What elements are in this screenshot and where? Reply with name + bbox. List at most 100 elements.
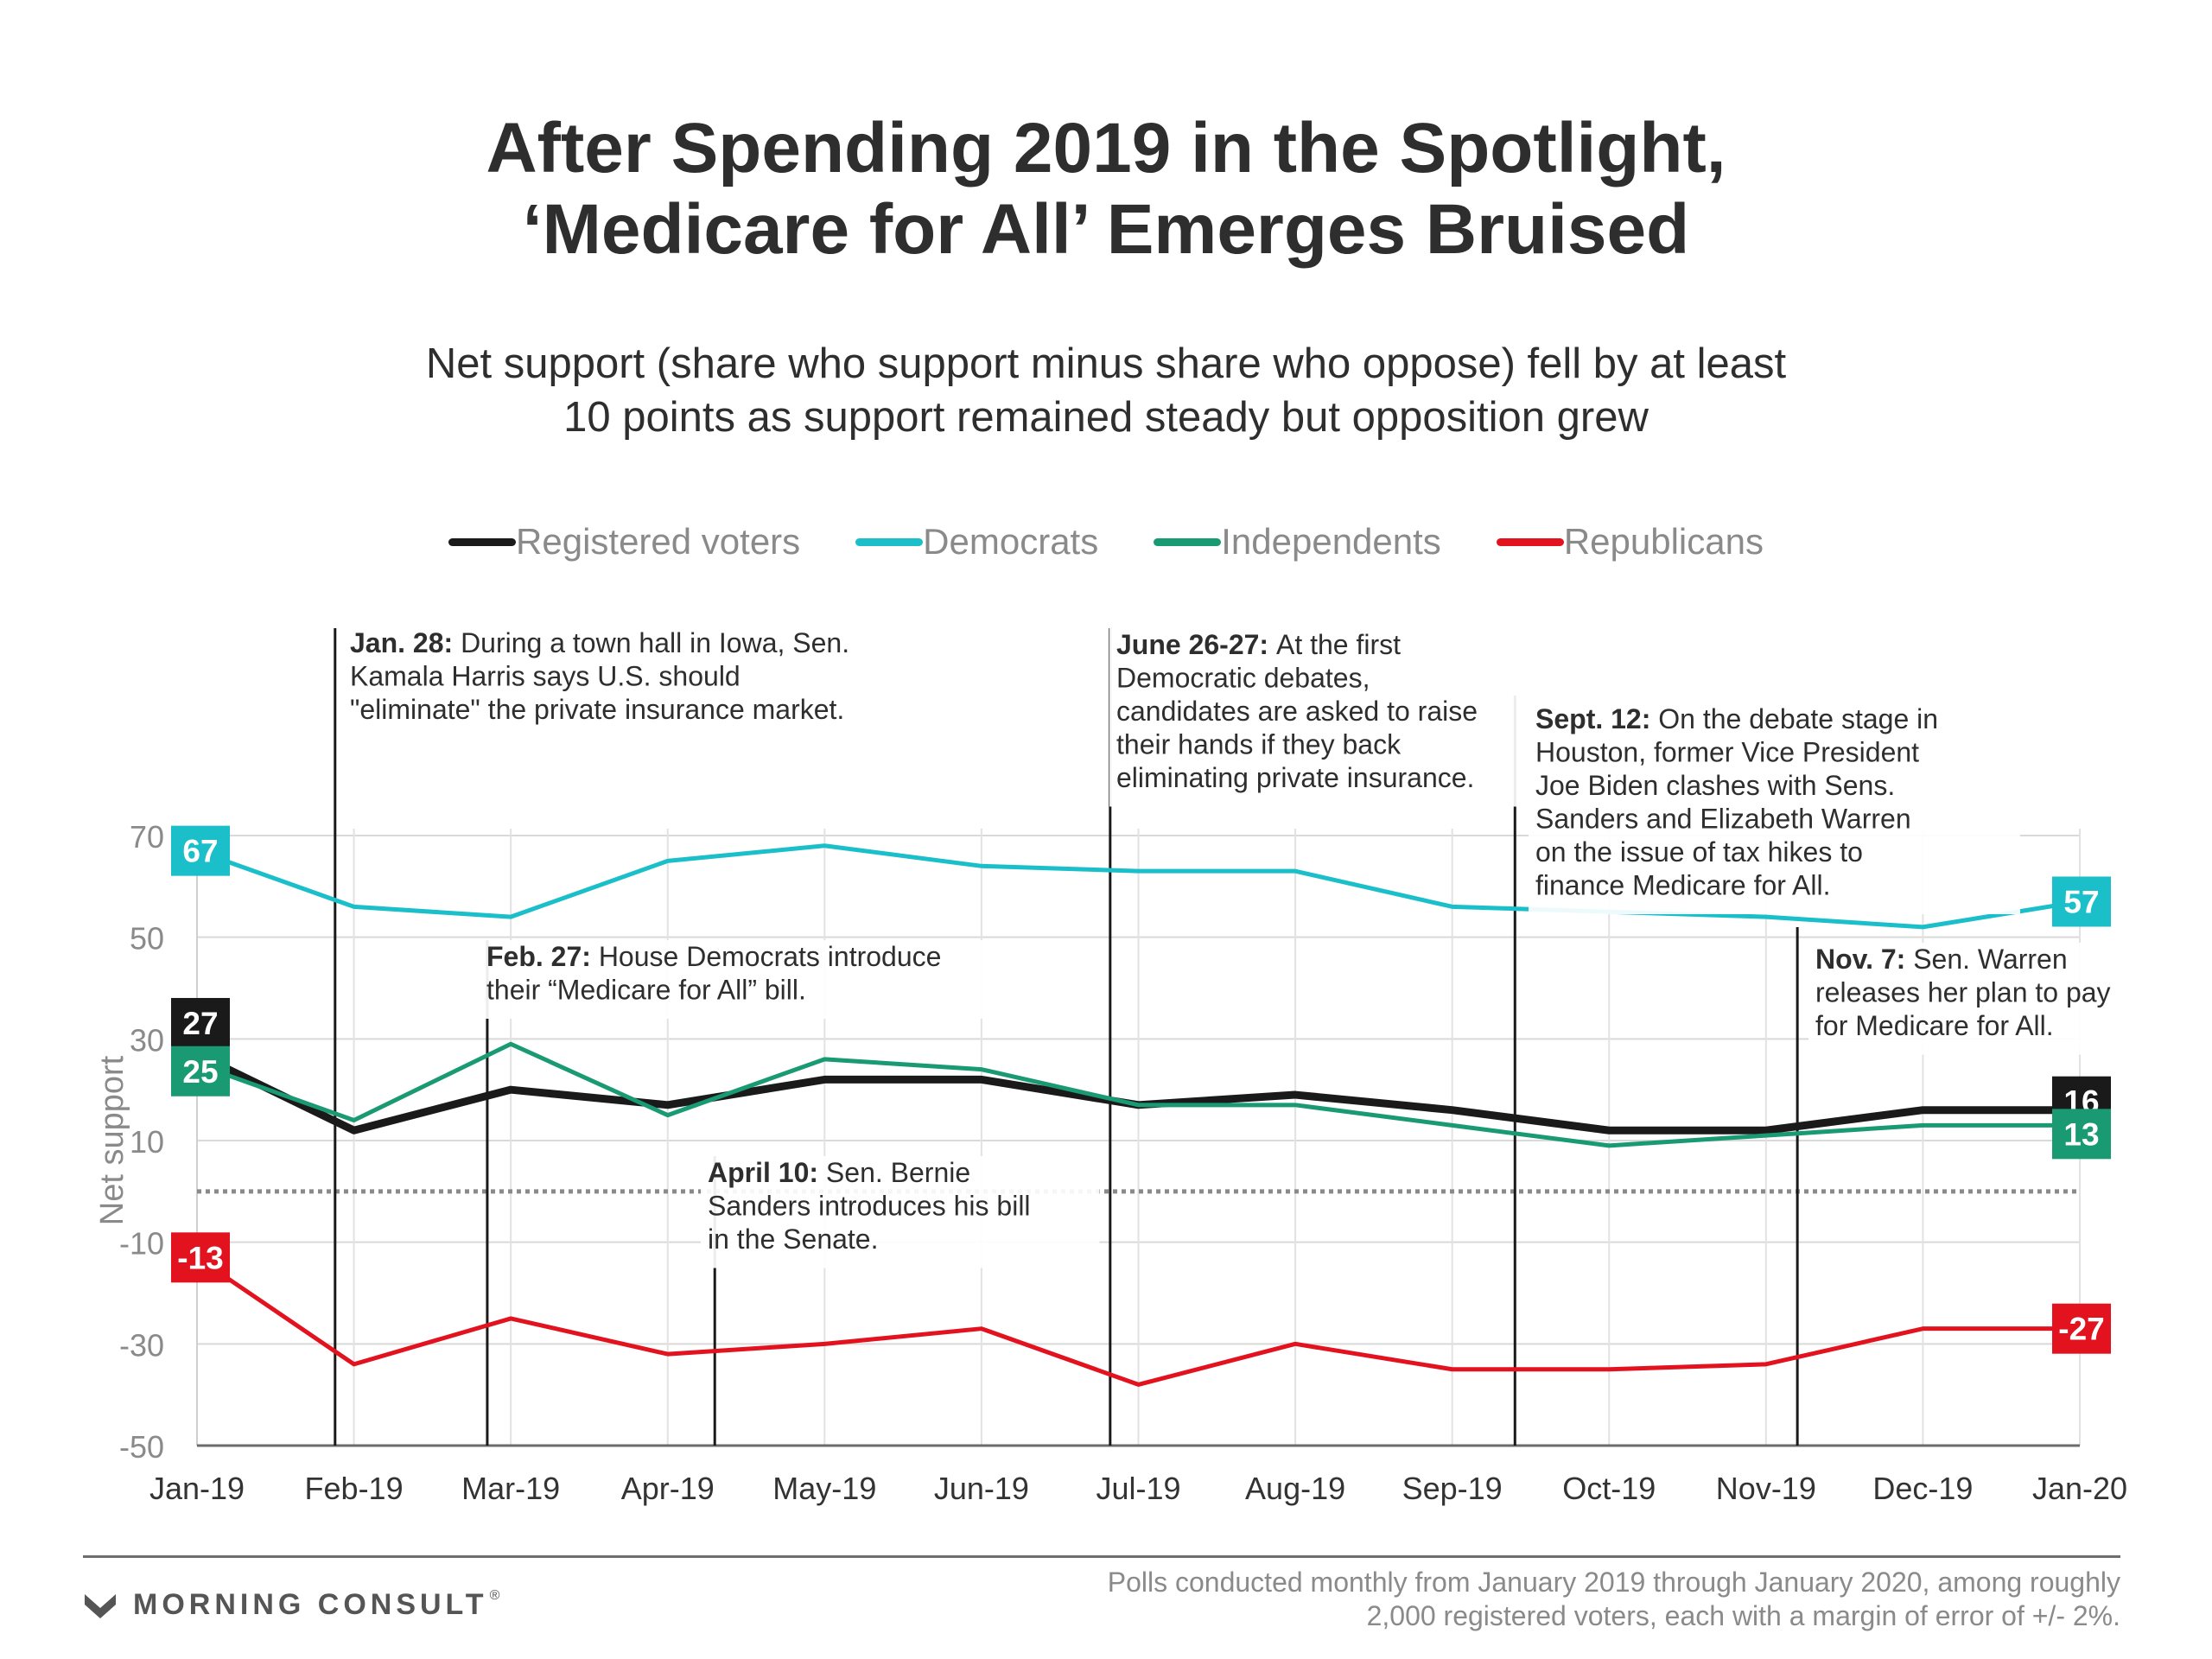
annotation-text: Feb. 27: House Democrats introduce their …	[486, 941, 941, 1006]
x-tick-label: May-19	[772, 1471, 876, 1506]
legend-swatch	[1154, 537, 1222, 546]
legend-item-0: Registered voters	[448, 521, 800, 563]
start-value-label-box	[171, 1046, 230, 1096]
annotation-text: June 26-27: At the first Democratic debat…	[1116, 629, 1478, 793]
end-value-label-box	[2052, 876, 2111, 927]
annotation-line: Joe Biden clashes with Sens.	[1535, 770, 1895, 801]
annotation-description: House Democrats introduce	[599, 941, 942, 972]
annotation-date: Nov. 7:	[1815, 944, 1913, 975]
annotation-date: April 10:	[708, 1157, 826, 1188]
x-tick-label: Jun-19	[934, 1471, 1029, 1506]
annotation-description: During a town hall in Iowa, Sen.	[461, 627, 849, 658]
annotation-line: Sanders introduces his bill	[708, 1191, 1031, 1222]
annotation-line: candidates are asked to raise	[1116, 696, 1478, 727]
start-value-label-box	[171, 825, 230, 876]
chart-title: After Spending 2019 in the Spotlight, ‘M…	[0, 108, 2212, 270]
end-value-label-box	[2052, 1303, 2111, 1354]
annotation-backdrop	[1529, 702, 2020, 914]
brand-registered-mark: ®	[489, 1588, 500, 1603]
y-tick-label: 50	[130, 921, 164, 957]
annotation-line: Jan. 28: During a town hall in Iowa, Sen…	[350, 627, 849, 658]
legend-swatch	[1496, 537, 1564, 546]
annotation-text: Sept. 12: On the debate stage in Houston,…	[1535, 703, 1938, 901]
annotation-line: Feb. 27: House Democrats introduce	[486, 941, 941, 972]
annotation-line: for Medicare for All.	[1815, 1010, 2054, 1041]
annotation-description: Sen. Bernie	[826, 1157, 970, 1188]
x-tick-label: Feb-19	[305, 1471, 404, 1506]
annotation-line: their “Medicare for All” bill.	[486, 975, 806, 1006]
end-value-label: 57	[2063, 884, 2099, 919]
chart-title-line-2: ‘Medicare for All’ Emerges Bruised	[522, 190, 1690, 269]
legend-label: Democrats	[923, 521, 1099, 562]
legend-swatch	[855, 537, 924, 546]
annotation-line: April 10: Sen. Bernie	[708, 1157, 970, 1188]
legend-label: Republicans	[1563, 521, 1764, 562]
annotation-line: their hands if they back	[1116, 729, 1402, 760]
chart-title-line-1: After Spending 2019 in the Spotlight,	[486, 109, 1726, 188]
annotation-line: finance Medicare for All.	[1535, 870, 1831, 901]
series-line-independents	[194, 1041, 2082, 1148]
start-value-label: -13	[177, 1240, 223, 1275]
legend-item-3: Republicans	[1496, 521, 1764, 563]
chart-subtitle: Net support (share who support minus sha…	[0, 337, 2212, 444]
annotation-line: Houston, former Vice President	[1535, 737, 1919, 768]
annotation-text: Nov. 7: Sen. Warren releases her plan to …	[1815, 944, 2111, 1041]
x-tick-label: Jan-20	[2032, 1471, 2127, 1506]
annotation-line: Nov. 7: Sen. Warren	[1815, 944, 2068, 975]
annotation-line: Sept. 12: On the debate stage in	[1535, 703, 1938, 734]
annotation-text: Jan. 28: During a town hall in Iowa, Sen…	[350, 627, 849, 725]
footer-divider	[83, 1555, 2120, 1558]
x-tick-label: Mar-19	[461, 1471, 560, 1506]
annotation-line: releases her plan to pay	[1815, 977, 2111, 1008]
start-value-label-box	[171, 1232, 230, 1283]
annotation-backdrop	[343, 626, 961, 739]
legend-label: Registered voters	[516, 521, 801, 562]
annotation-text: April 10: Sen. Bernie Sanders introduces …	[708, 1157, 1031, 1255]
end-value-label: -27	[2058, 1312, 2104, 1347]
annotation-backdrop	[480, 940, 998, 1019]
brand-name: MORNING CONSULT	[133, 1588, 488, 1621]
start-value-label-box	[171, 997, 230, 1048]
annotation-backdrop	[1808, 943, 2164, 1055]
series-line-democrats	[194, 843, 2082, 930]
morning-consult-logo-icon	[85, 1593, 116, 1618]
legend-swatch	[448, 537, 517, 546]
annotation-description: Sen. Warren	[1913, 944, 2067, 975]
x-tick-label: Jul-19	[1096, 1471, 1180, 1506]
x-tick-label: Sep-19	[1402, 1471, 1503, 1506]
annotation-description: On the debate stage in	[1658, 703, 1938, 734]
x-tick-label: Oct-19	[1562, 1471, 1656, 1506]
y-tick-label: 10	[130, 1124, 164, 1160]
legend-label: Independents	[1221, 521, 1441, 562]
start-value-label: 27	[182, 1006, 218, 1041]
annotation-date: June 26-27:	[1116, 629, 1276, 660]
y-tick-label: 30	[130, 1022, 164, 1058]
annotation-date: Sept. 12:	[1535, 703, 1658, 734]
start-value-label: 25	[182, 1054, 218, 1090]
y-axis-title: Net support	[94, 1055, 130, 1225]
annotation-description: At the first	[1276, 629, 1401, 660]
x-tick-label: Nov-19	[1716, 1471, 1816, 1506]
chart-subtitle-line-1: Net support (share who support minus sha…	[425, 340, 1787, 387]
annotation-line: Democratic debates,	[1116, 663, 1370, 694]
source-note-line-1: Polls conducted monthly from January 201…	[1107, 1567, 2120, 1598]
annotation-date: Jan. 28:	[350, 627, 461, 658]
end-value-label: 13	[2063, 1116, 2099, 1152]
start-value-label: 67	[182, 834, 218, 869]
y-tick-label: -50	[119, 1429, 164, 1465]
annotation-date: Feb. 27:	[486, 941, 599, 972]
y-tick-label: -30	[119, 1327, 164, 1363]
annotation-line: "eliminate" the private insurance market…	[350, 694, 844, 725]
legend-item-1: Democrats	[855, 521, 1098, 563]
x-tick-label: Apr-19	[621, 1471, 715, 1506]
brand-logo: MORNING CONSULT ®	[83, 1588, 499, 1622]
chart-legend: Registered voters Democrats Independents Re…	[0, 521, 2212, 563]
x-tick-label: Aug-19	[1245, 1471, 1345, 1506]
annotation-line: Sanders and Elizabeth Warren	[1535, 804, 1911, 835]
annotation-line: in the Senate.	[708, 1224, 878, 1255]
annotation-line: eliminating private insurance.	[1116, 762, 1474, 793]
source-note: Polls conducted monthly from January 201…	[911, 1566, 2120, 1633]
annotation-backdrop	[701, 1156, 1100, 1268]
annotation-backdrop	[1109, 628, 1551, 807]
y-tick-label: -10	[119, 1226, 164, 1262]
